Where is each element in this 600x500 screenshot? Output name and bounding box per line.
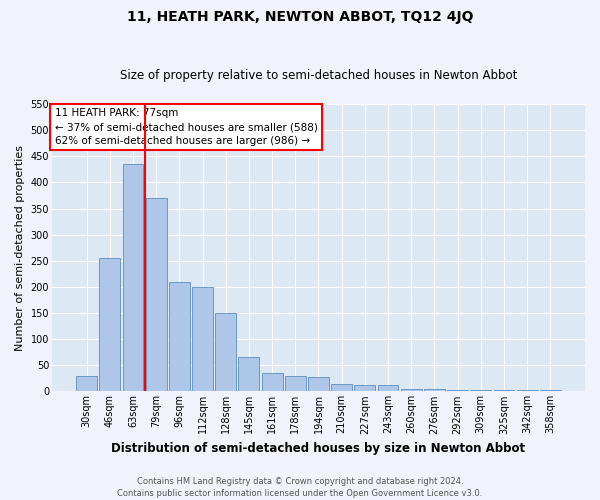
Y-axis label: Number of semi-detached properties: Number of semi-detached properties (15, 144, 25, 350)
Bar (355, 385, 375, 392)
Bar (377, 385, 398, 392)
Bar (122, 164, 143, 392)
X-axis label: Distribution of semi-detached houses by size in Newton Abbot: Distribution of semi-detached houses by … (112, 442, 526, 455)
Bar (100, 258, 120, 392)
Bar (308, 377, 329, 392)
Text: 11 HEATH PARK: 77sqm
← 37% of semi-detached houses are smaller (588)
62% of semi: 11 HEATH PARK: 77sqm ← 37% of semi-detac… (55, 108, 317, 146)
Bar (215, 313, 236, 392)
Bar (470, 390, 491, 392)
Text: 11, HEATH PARK, NEWTON ABBOT, TQ12 4JQ: 11, HEATH PARK, NEWTON ABBOT, TQ12 4JQ (127, 10, 473, 24)
Bar (517, 390, 538, 392)
Bar (447, 390, 468, 392)
Bar (169, 282, 190, 392)
Bar (192, 287, 213, 392)
Text: Contains HM Land Registry data © Crown copyright and database right 2024.
Contai: Contains HM Land Registry data © Crown c… (118, 476, 482, 498)
Bar (146, 198, 167, 392)
Bar (494, 390, 514, 392)
Bar (401, 389, 422, 392)
Bar (238, 358, 259, 392)
Bar (424, 389, 445, 392)
Bar (540, 390, 561, 392)
Bar (331, 384, 352, 392)
Bar (76, 376, 97, 392)
Bar (285, 376, 306, 392)
Title: Size of property relative to semi-detached houses in Newton Abbot: Size of property relative to semi-detach… (120, 69, 517, 82)
Bar (262, 373, 283, 392)
